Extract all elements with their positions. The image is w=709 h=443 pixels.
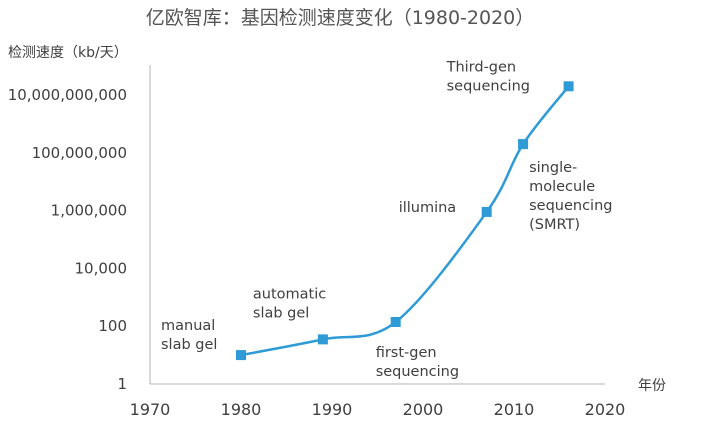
data-point-marker [236,350,246,361]
annotation-label: Third-gen sequencing [446,59,530,94]
data-point-marker [390,316,401,327]
annotation-label: automatic slab gel [253,286,326,321]
data-point-marker [481,206,492,217]
x-tick-label: 2000 [403,400,444,419]
data-point-marker [518,139,529,150]
y-tick-label: 1 [117,375,127,393]
x-tick-label: 2020 [585,400,626,419]
x-tick-labels: 1970 1980 1990 2000 2010 2020 [130,400,626,419]
x-tick-label: 1990 [312,400,353,419]
annotation-label: manual slab gel [161,318,217,353]
x-tick-label: 2010 [494,400,535,419]
annotation-label: first-gen sequencing [376,345,459,380]
x-axis-title: 年份 [638,378,666,394]
x-tick-label: 1970 [130,400,171,419]
data-point-marker [317,334,328,345]
chart-title: 亿欧智库：基因检测速度变化（1980-2020） [146,7,535,29]
y-tick-label: 100 [98,317,127,335]
data-point-marker [563,81,574,92]
annotation-label: single-molecule sequencing (SMRT) [529,160,612,233]
annotation-label: illumina [399,200,457,216]
data-markers [236,81,574,361]
y-tick-label: 100,000,000 [32,144,127,162]
x-tick-label: 1980 [221,400,262,419]
annotations: manual slab gel automatic slab gel first-gen… [161,59,612,380]
y-tick-label: 10,000,000,000 [8,86,127,104]
y-tick-label: 10,000 [75,259,128,277]
y-axis-title: 检测速度（kb/天） [8,45,128,61]
y-tick-labels: 1 100 10,000 1,000,000 100,000,000 10,000,000… [8,86,127,393]
y-tick-label: 1,000,000 [51,202,127,220]
